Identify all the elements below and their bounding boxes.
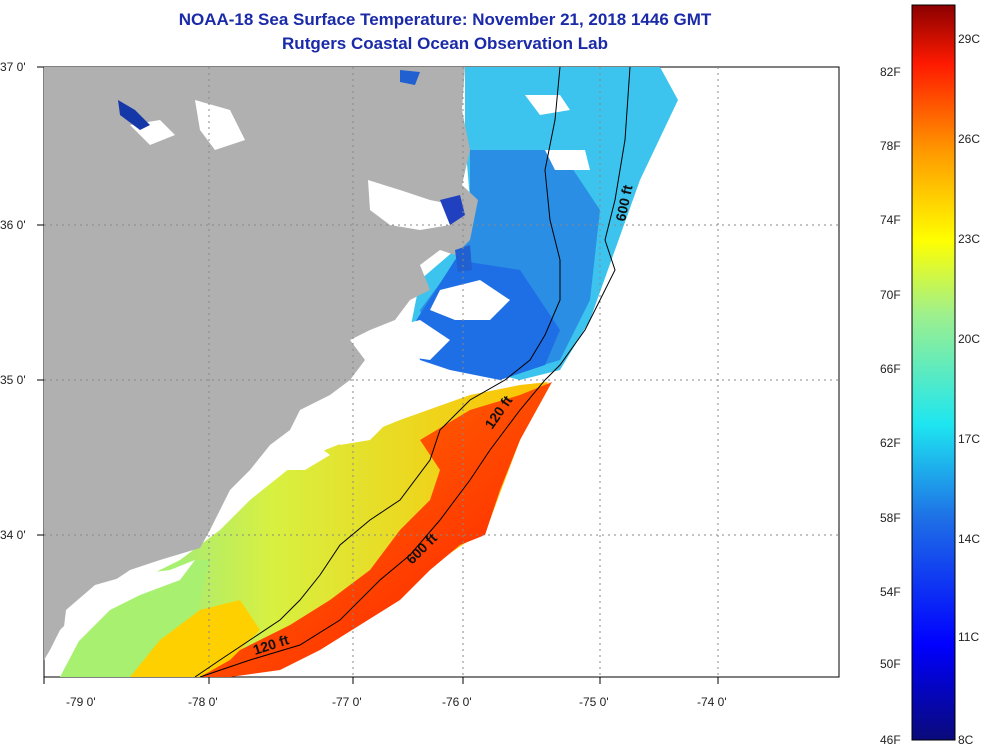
land-mass [44,67,478,660]
lat-label-3: 34 0' [0,528,26,542]
lon-label-4: -75 0' [579,695,609,709]
contour-120ft [194,66,561,678]
lat-label-0: 37 0' [0,60,26,74]
lon-label-3: -76 0' [442,695,472,709]
contour-600ft [199,66,631,678]
lat-label-2: 35 0' [0,373,26,387]
lon-label-0: -79 0' [66,695,96,709]
cloud-cover [60,95,590,660]
map-title: NOAA-18 Sea Surface Temperature: Novembe… [178,10,712,29]
contour-label-600-north: 600 ft [612,183,635,222]
axis-ticks [37,66,719,684]
bathymetry-contours [194,66,631,678]
sound-waters [118,70,472,272]
lon-label-2: -77 0' [332,695,362,709]
map-subtitle: Rutgers Coastal Ocean Observation Lab [282,34,608,53]
lon-label-5: -74 0' [697,695,727,709]
graticule [44,67,839,677]
lat-label-1: 36 0' [0,218,26,232]
sst-swath [60,67,678,677]
lon-label-1: -78 0' [188,695,218,709]
